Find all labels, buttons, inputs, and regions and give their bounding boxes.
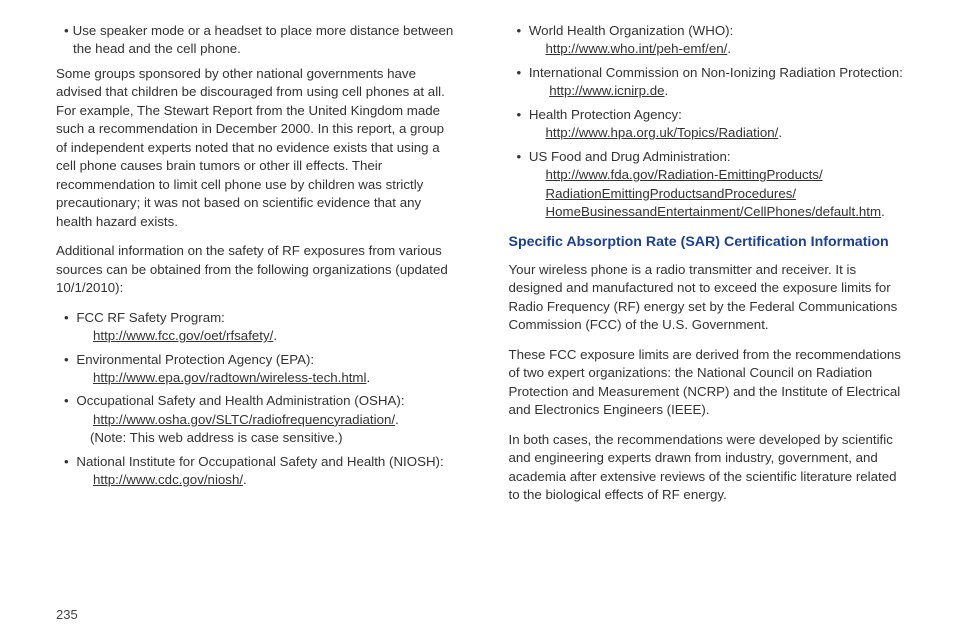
- org-link-wrap: HomeBusinessandEntertainment/CellPhones/…: [526, 203, 910, 221]
- hyperlink[interactable]: RadiationEmittingProductsandProcedures/: [546, 186, 797, 201]
- orgs-list-left: FCC RF Safety Program: http://www.fcc.go…: [56, 309, 457, 490]
- org-label: Environmental Protection Agency (EPA):: [76, 352, 314, 367]
- org-label: World Health Organization (WHO):: [529, 23, 733, 38]
- body-paragraph: Some groups sponsored by other national …: [56, 65, 457, 231]
- list-item: FCC RF Safety Program: http://www.fcc.go…: [56, 309, 457, 346]
- list-item: Occupational Safety and Health Administr…: [56, 392, 457, 447]
- hyperlink[interactable]: http://www.hpa.org.uk/Topics/Radiation/: [546, 125, 779, 140]
- page-number: 235: [56, 607, 78, 622]
- hyperlink[interactable]: http://www.osha.gov/SLTC/radiofrequencyr…: [93, 412, 395, 427]
- org-link-wrap: http://www.icnirp.de.: [526, 82, 910, 100]
- list-item: World Health Organization (WHO): http://…: [509, 22, 910, 59]
- hyperlink[interactable]: http://www.cdc.gov/niosh/: [93, 472, 243, 487]
- right-column: World Health Organization (WHO): http://…: [509, 22, 910, 600]
- intro-bullet-list: Use speaker mode or a headset to place m…: [56, 22, 457, 59]
- org-note: (Note: This web address is case sensitiv…: [73, 429, 457, 447]
- body-paragraph: Additional information on the safety of …: [56, 242, 457, 297]
- org-label: Health Protection Agency:: [529, 107, 682, 122]
- hyperlink[interactable]: http://www.fda.gov/Radiation-EmittingPro…: [546, 167, 823, 182]
- body-paragraph: These FCC exposure limits are derived fr…: [509, 346, 910, 420]
- list-item: Health Protection Agency: http://www.hpa…: [509, 106, 910, 143]
- list-item: International Commission on Non-Ionizing…: [509, 64, 910, 101]
- org-link-wrap: http://www.fda.gov/Radiation-EmittingPro…: [526, 166, 910, 184]
- org-label: National Institute for Occupational Safe…: [76, 454, 443, 469]
- org-link-wrap: http://www.hpa.org.uk/Topics/Radiation/.: [526, 124, 910, 142]
- list-item-text: Use speaker mode or a headset to place m…: [73, 23, 454, 56]
- left-column: Use speaker mode or a headset to place m…: [56, 22, 457, 600]
- hyperlink[interactable]: http://www.icnirp.de: [549, 83, 664, 98]
- list-item: National Institute for Occupational Safe…: [56, 453, 457, 490]
- hyperlink[interactable]: HomeBusinessandEntertainment/CellPhones/…: [546, 204, 882, 219]
- list-item: Environmental Protection Agency (EPA): h…: [56, 351, 457, 388]
- list-item: US Food and Drug Administration: http://…: [509, 148, 910, 222]
- org-link-wrap: http://www.who.int/peh-emf/en/.: [526, 40, 910, 58]
- org-link-wrap: http://www.cdc.gov/niosh/.: [73, 471, 457, 489]
- orgs-list-right: World Health Organization (WHO): http://…: [509, 22, 910, 222]
- org-label: International Commission on Non-Ionizing…: [529, 65, 903, 80]
- body-paragraph: In both cases, the recommendations were …: [509, 431, 910, 505]
- section-heading: Specific Absorption Rate (SAR) Certifica…: [509, 233, 910, 252]
- org-link-wrap: http://www.fcc.gov/oet/rfsafety/.: [73, 327, 457, 345]
- org-label: FCC RF Safety Program:: [76, 310, 225, 325]
- org-label: US Food and Drug Administration:: [529, 149, 731, 164]
- org-label: Occupational Safety and Health Administr…: [76, 393, 404, 408]
- hyperlink[interactable]: http://www.epa.gov/radtown/wireless-tech…: [93, 370, 366, 385]
- two-column-layout: Use speaker mode or a headset to place m…: [56, 22, 909, 600]
- org-link-wrap: http://www.epa.gov/radtown/wireless-tech…: [73, 369, 457, 387]
- list-item: Use speaker mode or a headset to place m…: [56, 22, 457, 59]
- body-paragraph: Your wireless phone is a radio transmitt…: [509, 261, 910, 335]
- hyperlink[interactable]: http://www.fcc.gov/oet/rfsafety/: [93, 328, 273, 343]
- org-link-wrap: http://www.osha.gov/SLTC/radiofrequencyr…: [73, 411, 457, 429]
- org-link-wrap: RadiationEmittingProductsandProcedures/: [526, 185, 910, 203]
- hyperlink[interactable]: http://www.who.int/peh-emf/en/: [546, 41, 728, 56]
